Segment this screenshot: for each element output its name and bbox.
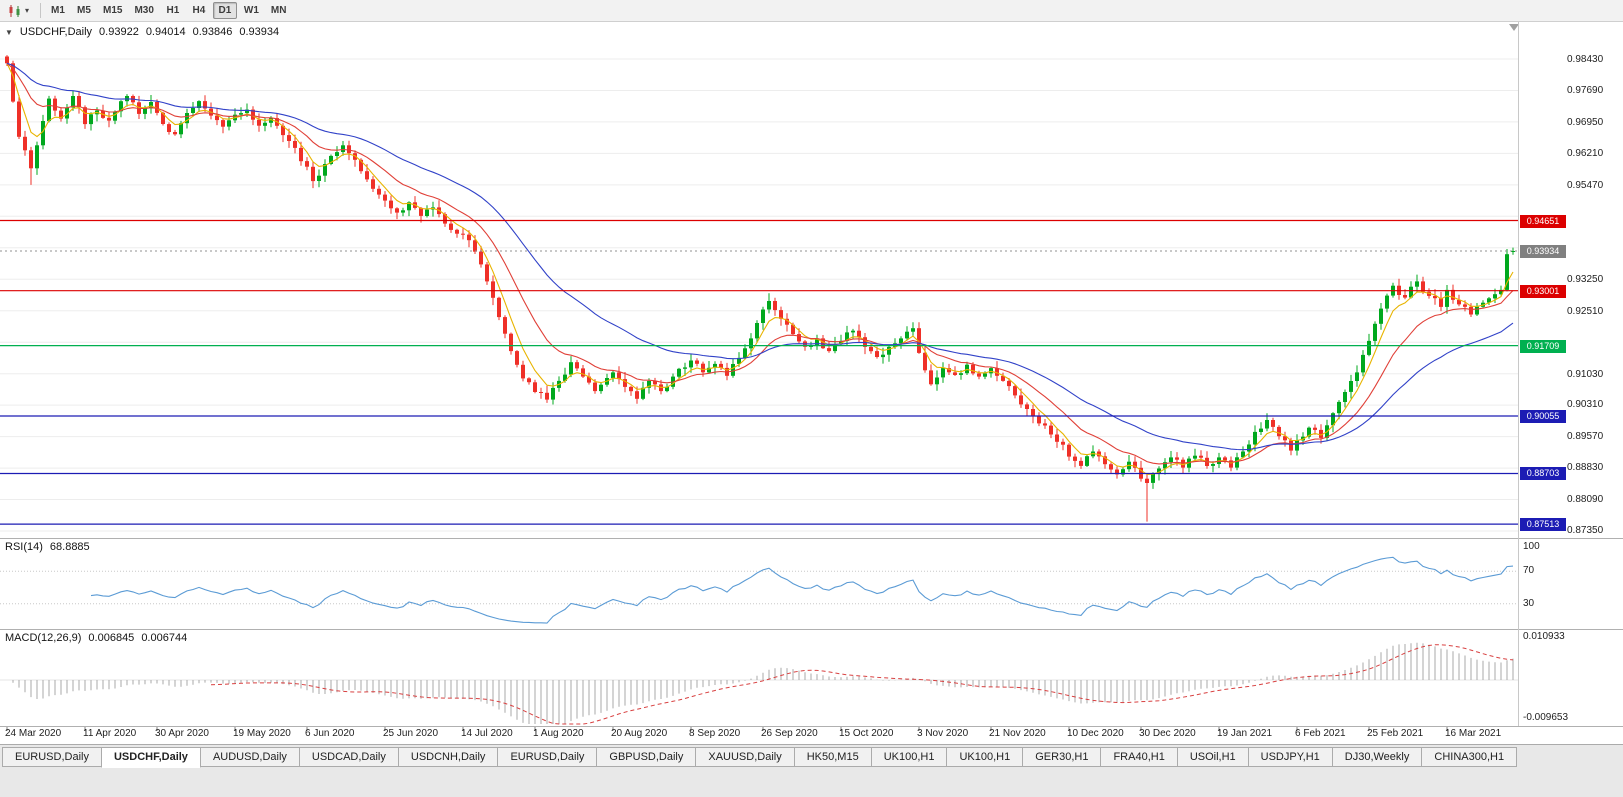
timeframe-button-m30[interactable]: M30	[134, 5, 154, 16]
chart-tab-7-xauusd-daily[interactable]: XAUUSD,Daily	[695, 747, 795, 767]
timeframe-button-w1[interactable]: W1	[243, 5, 259, 16]
toolbar-separator	[40, 3, 41, 18]
rsi-indicator-label: RSI(14) 68.8885	[5, 541, 90, 553]
ohlc-high: 0.94014	[145, 26, 186, 38]
timeframe-button-m1[interactable]: M1	[51, 5, 65, 16]
chart-tab-13-usoil-h1[interactable]: USOil,H1	[1176, 747, 1249, 767]
chart-ohlc-header: ▼ USDCHF,Daily 0.93922 0.94014 0.93846 0…	[5, 26, 279, 38]
timeframe-buttons: M1 M5 M15 M30 H1 H4 D1 W1 MN	[45, 2, 292, 19]
chart-type-button[interactable]: ▾	[0, 1, 36, 21]
chart-tab-8-hk50-m15[interactable]: HK50,M15	[793, 747, 872, 767]
ohlc-close: 0.93934	[239, 26, 280, 38]
moving-average-line	[6, 63, 1514, 476]
rsi-value: 68.8885	[49, 541, 90, 553]
chart-tab-5-eurusd-daily[interactable]: EURUSD,Daily	[497, 747, 598, 767]
chart-canvas[interactable]	[0, 0, 1623, 744]
timeframe-button-h4[interactable]: H4	[192, 5, 206, 16]
chart-tab-0-eurusd-daily[interactable]: EURUSD,Daily	[2, 747, 102, 767]
timeframe-button-mn[interactable]: MN	[270, 5, 287, 16]
chart-tab-3-usdcad-daily[interactable]: USDCAD,Daily	[298, 747, 399, 767]
chart-tab-14-usdjpy-h1[interactable]: USDJPY,H1	[1247, 747, 1333, 767]
chart-tab-4-usdcnh-daily[interactable]: USDCNH,Daily	[397, 747, 499, 767]
chart-tab-15-dj30-weekly[interactable]: DJ30,Weekly	[1331, 747, 1423, 767]
chart-tab-bar: EURUSD,Daily USDCHF,Daily AUDUSD,Daily USDC…	[0, 744, 1623, 797]
timeframe-button-m15[interactable]: M15	[103, 5, 123, 16]
macd-indicator-label: MACD(12,26,9) 0.006845 0.006744	[5, 632, 187, 644]
collapse-triangle-icon[interactable]: ▼	[5, 27, 13, 37]
ohlc-low: 0.93846	[192, 26, 233, 38]
macd-name: MACD(12,26,9)	[5, 632, 82, 644]
chart-symbol-label: USDCHF,Daily	[19, 26, 93, 38]
chart-tab-12-fra40-h1[interactable]: FRA40,H1	[1100, 747, 1178, 767]
timeframe-button-h1[interactable]: H1	[166, 5, 180, 16]
chart-tab-1-usdchf-daily[interactable]: USDCHF,Daily	[100, 747, 201, 768]
rsi-name: RSI(14)	[5, 541, 43, 553]
moving-average-line	[6, 62, 1514, 465]
chart-tab-9-uk100-h1[interactable]: UK100,H1	[870, 747, 948, 767]
ohlc-open: 0.93922	[99, 26, 139, 38]
chart-tab-6-gbpusd-daily[interactable]: GBPUSD,Daily	[596, 747, 697, 767]
chart-tab-11-ger30-h1[interactable]: GER30,H1	[1022, 747, 1102, 767]
timeframe-toolbar: ▾ M1 M5 M15 M30 H1 H4 D1 W1 MN	[0, 0, 1623, 22]
chart-tab-10-uk100-h1[interactable]: UK100,H1	[946, 747, 1024, 767]
timeframe-button-d1[interactable]: D1	[212, 2, 237, 19]
macd-signal-line	[210, 644, 1514, 725]
chart-shift-marker-icon[interactable]	[1509, 24, 1519, 31]
moving-average-line	[6, 62, 1514, 451]
chevron-down-icon: ▾	[24, 6, 29, 15]
chart-tab-16-china300-h1[interactable]: CHINA300,H1	[1421, 747, 1518, 767]
chart-tab-2-audusd-daily[interactable]: AUDUSD,Daily	[199, 747, 300, 767]
candlestick-chart-icon	[9, 4, 20, 17]
macd-value-signal: 0.006744	[141, 632, 188, 644]
timeframe-button-m5[interactable]: M5	[77, 5, 91, 16]
rsi-line	[90, 556, 1514, 624]
macd-value-main: 0.006845	[88, 632, 135, 644]
